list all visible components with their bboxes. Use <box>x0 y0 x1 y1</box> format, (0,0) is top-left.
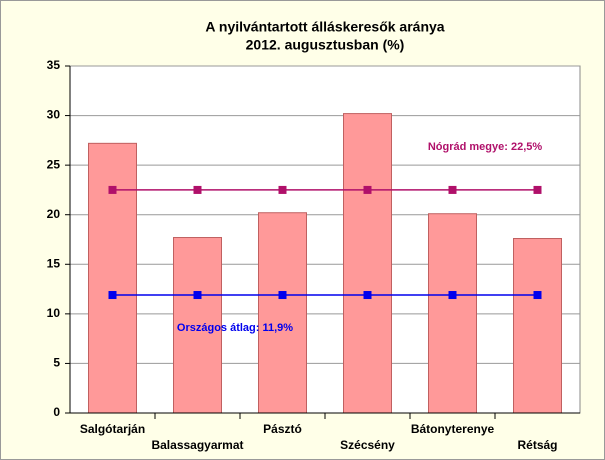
y-tick-label: 5 <box>53 356 60 370</box>
line-marker <box>193 185 202 194</box>
chart-title: 2012. augusztusban (%) <box>246 37 405 53</box>
line-marker <box>533 185 542 194</box>
bar <box>343 113 392 414</box>
line-marker <box>533 291 542 300</box>
x-tick-label: Pásztó <box>263 422 302 436</box>
y-tick-label: 30 <box>47 108 61 122</box>
plot-area <box>69 65 581 414</box>
x-tick-label: Szécsény <box>340 438 395 452</box>
x-tick-label: Salgótarján <box>80 422 145 436</box>
line-marker <box>448 291 457 300</box>
bar <box>428 213 477 414</box>
bar <box>513 238 562 414</box>
bar <box>258 212 307 414</box>
y-tick-label: 10 <box>47 306 61 320</box>
line-marker <box>363 291 372 300</box>
line-marker <box>108 291 117 300</box>
y-tick-label: 20 <box>47 207 61 221</box>
chart-title: A nyilvántartott álláskeresők aránya <box>205 19 444 35</box>
x-tick-label: Balassagyarmat <box>151 438 243 452</box>
x-tick-label: Bátonyterenye <box>411 422 495 436</box>
line-marker <box>448 185 457 194</box>
y-tick-label: 0 <box>53 405 60 419</box>
y-tick-label: 25 <box>47 157 61 171</box>
x-tick-label: Rétság <box>517 438 557 452</box>
annotation: Nógrád megye: 22,5% <box>428 141 543 153</box>
y-tick-label: 15 <box>47 256 61 270</box>
annotation: Országos átlag: 11,9% <box>177 322 293 334</box>
line-marker <box>108 185 117 194</box>
line-marker <box>278 185 287 194</box>
line-marker <box>193 291 202 300</box>
line-marker <box>278 291 287 300</box>
line-marker <box>363 185 372 194</box>
bar <box>88 142 137 414</box>
y-tick-label: 35 <box>47 58 61 72</box>
